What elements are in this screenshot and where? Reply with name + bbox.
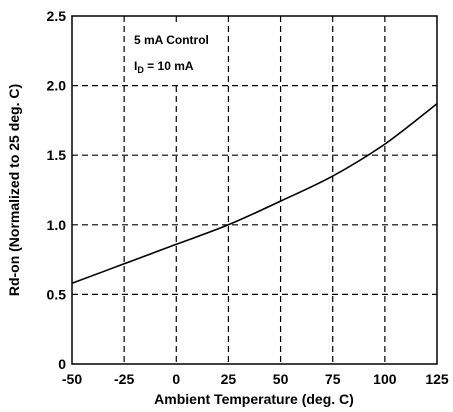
- series-layer: [71, 103, 438, 285]
- x-axis-title: Ambient Temperature (deg. C): [154, 391, 354, 407]
- plot-frame: [71, 15, 438, 365]
- x-tick-label: -25: [114, 371, 134, 387]
- series-line: [71, 103, 438, 285]
- annotation-background: [128, 24, 223, 82]
- annotation-current-prefix: I: [134, 59, 137, 73]
- x-tick-label: 100: [373, 371, 397, 387]
- annotation-current-value: = 10 mA: [144, 59, 194, 73]
- annotation-control: 5 mA Control: [134, 33, 209, 47]
- x-tick-label: 25: [221, 371, 237, 387]
- y-tick-label: 2.5: [47, 8, 67, 24]
- annotation-box: 5 mA Control ID = 10 mA: [128, 24, 223, 82]
- grid: [72, 16, 437, 364]
- x-tick-label: -50: [62, 371, 82, 387]
- x-tick-label: 75: [325, 371, 341, 387]
- y-tick-label: 0: [58, 356, 66, 372]
- y-tick-label: 1.0: [47, 217, 67, 233]
- y-tick-label: 2.0: [47, 78, 67, 94]
- x-tick-label: 125: [425, 371, 449, 387]
- x-tick-label: 50: [273, 371, 289, 387]
- x-tick-label: 0: [172, 371, 180, 387]
- y-tick-label: 0.5: [47, 286, 67, 302]
- annotation-current: ID = 10 mA: [134, 59, 194, 75]
- annotation-current-subscript: D: [137, 65, 144, 75]
- y-tick-label: 1.5: [47, 147, 67, 163]
- tick-labels: -50 -25 0 25 50 75 100 125 0 0.5 1.0 1.5 2.0 2.5: [47, 8, 449, 387]
- y-axis-title: Rd-on (Normalized to 25 deg. C): [6, 84, 22, 296]
